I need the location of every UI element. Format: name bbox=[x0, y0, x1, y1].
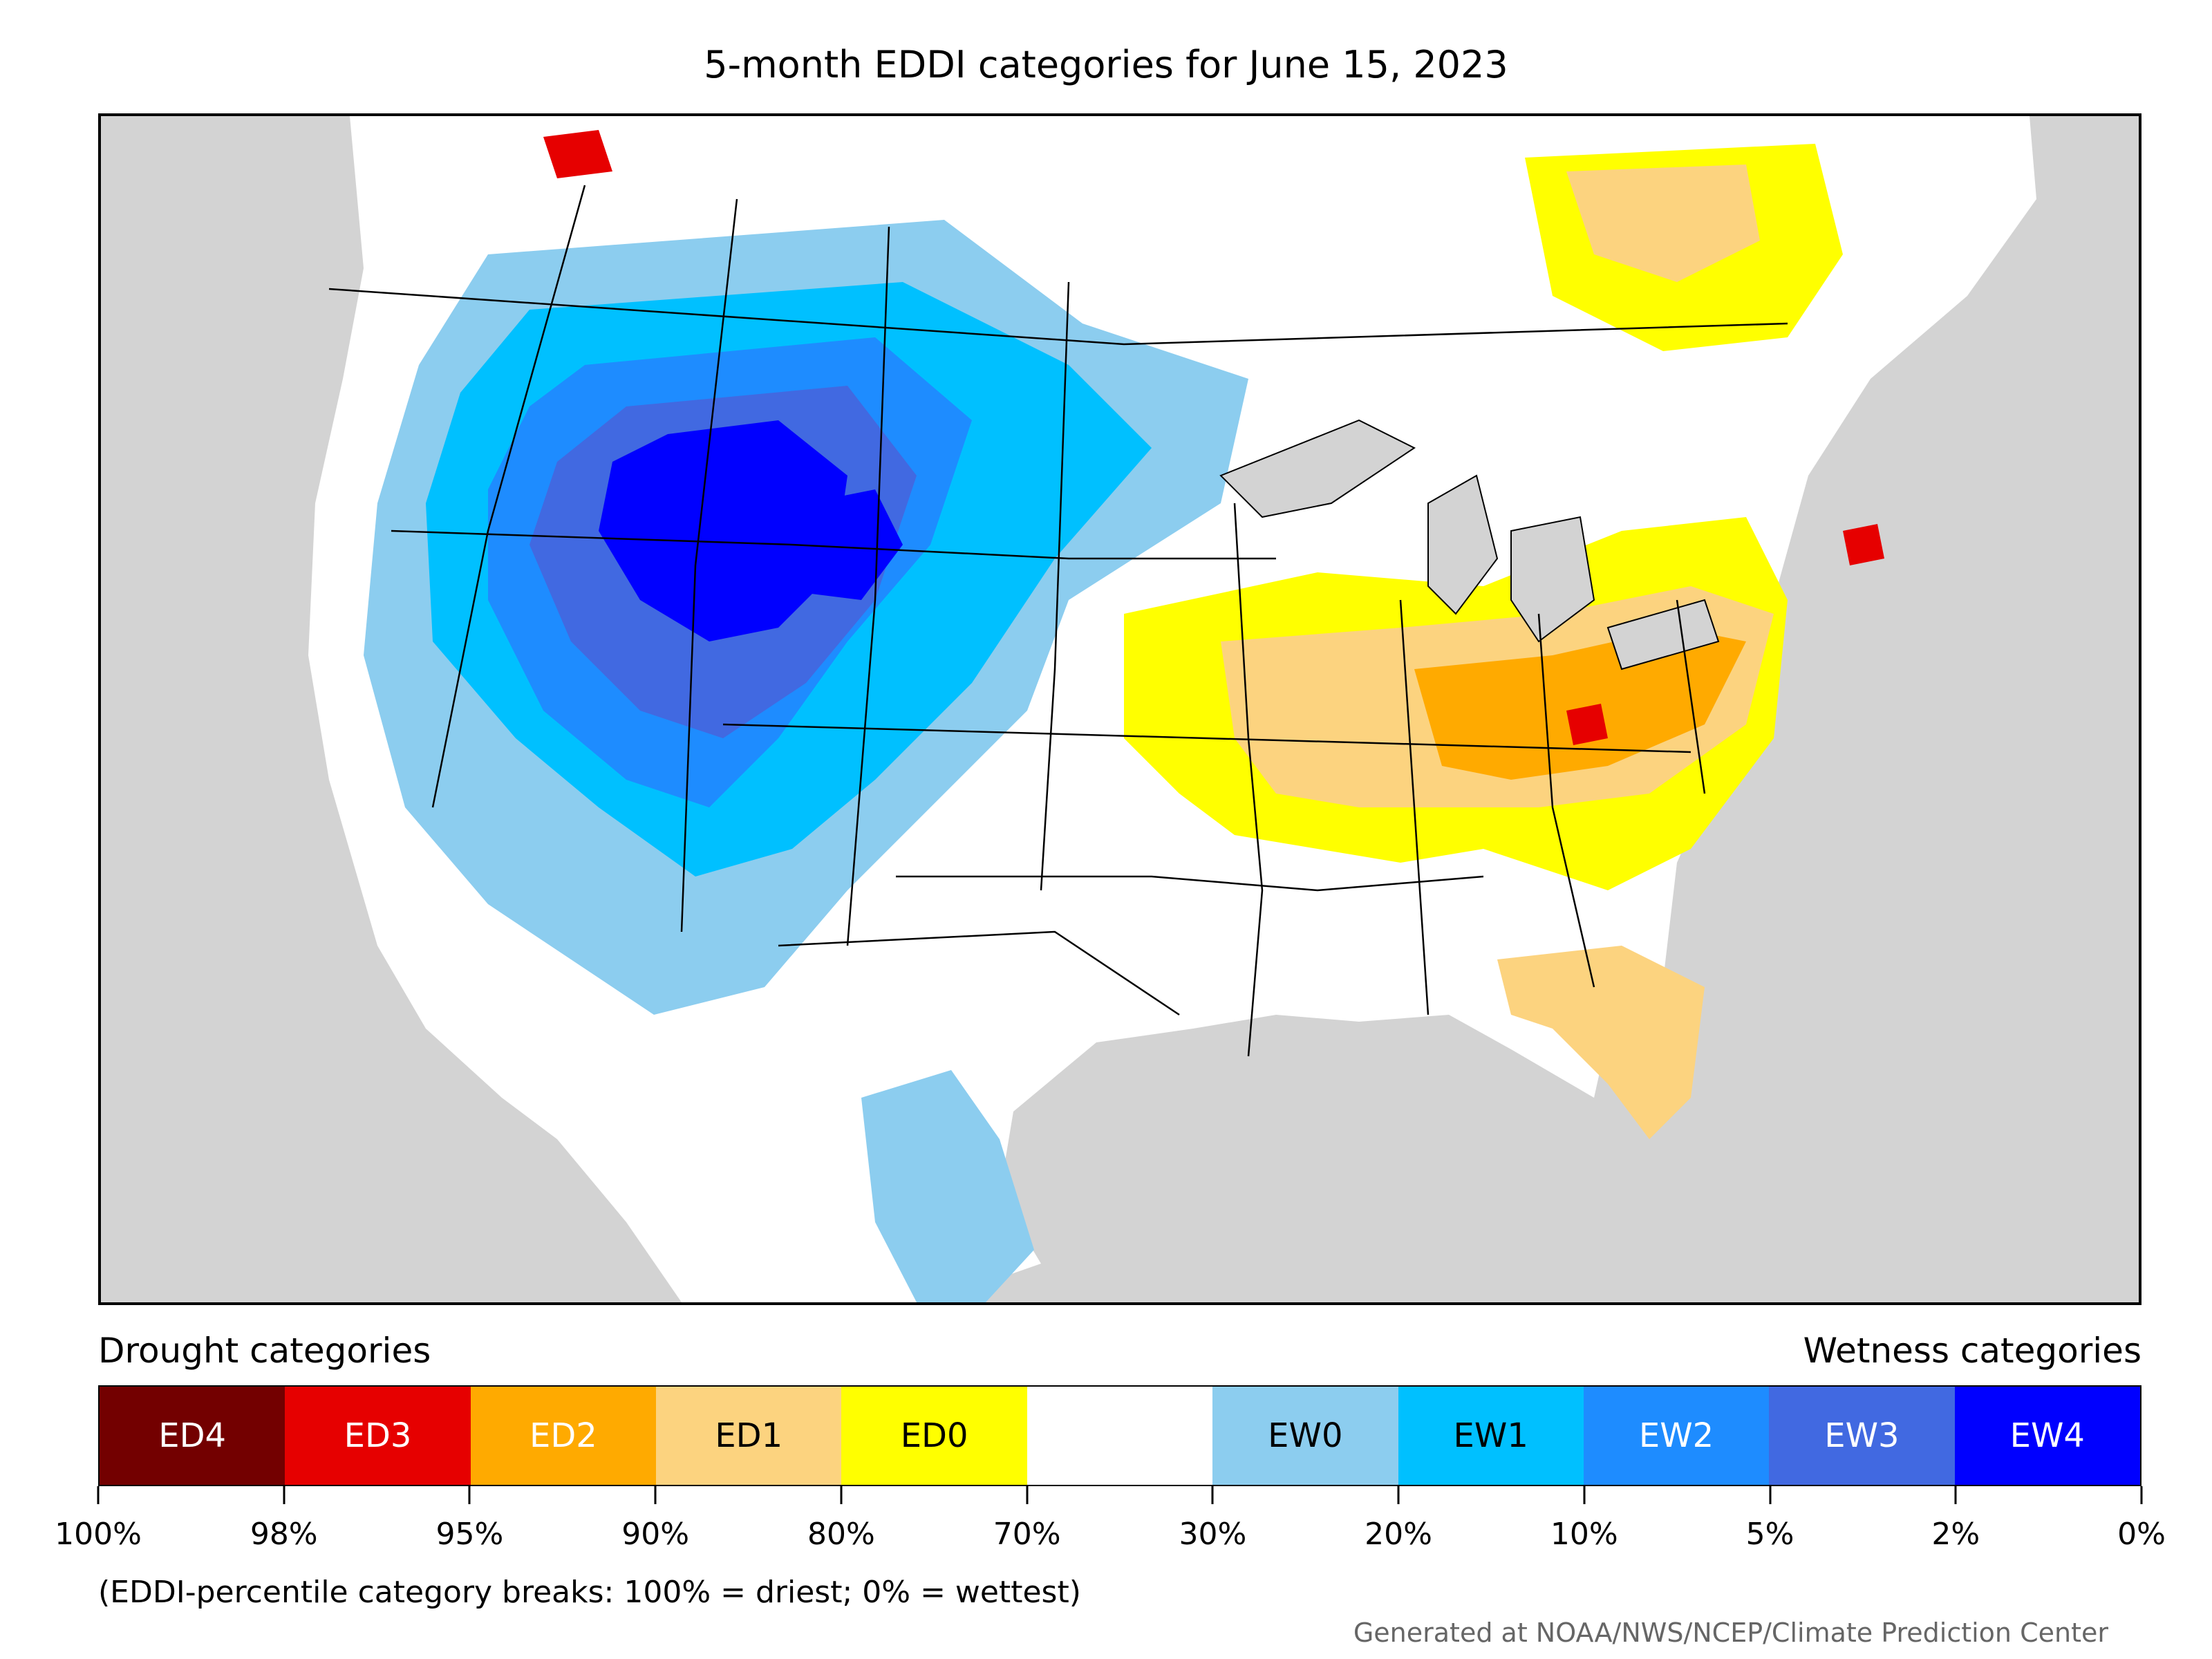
tick-mark bbox=[654, 1486, 657, 1504]
category-breaks-note: (EDDI-percentile category breaks: 100% =… bbox=[98, 1575, 1081, 1610]
swatch-ew2: EW2 bbox=[1583, 1387, 1770, 1485]
great-lakes bbox=[1219, 419, 1720, 671]
tick-label: 95% bbox=[435, 1517, 504, 1552]
swatch-ew3: EW3 bbox=[1769, 1387, 1955, 1485]
category-colorbar: ED4 ED3 ED2 ED1 ED0 EW0 EW1 EW2 EW3 EW4 bbox=[98, 1385, 2141, 1486]
tick-mark bbox=[1026, 1486, 1029, 1504]
tick-label: 100% bbox=[55, 1517, 142, 1552]
tick-label: 80% bbox=[807, 1517, 875, 1552]
state-borders bbox=[328, 185, 1788, 1057]
tick-label: 20% bbox=[1365, 1517, 1432, 1552]
tick-mark bbox=[840, 1486, 843, 1504]
swatch-ed1: ED1 bbox=[656, 1387, 842, 1485]
tick-mark bbox=[1211, 1486, 1214, 1504]
colorbar-ticks: 100% 98% 95% 90% 80% 70% 30% 20% 10% 5% 2% 0% bbox=[55, 1486, 2166, 1583]
region-ed1-florida bbox=[1497, 946, 1705, 1139]
swatch-ew1: EW1 bbox=[1398, 1387, 1584, 1485]
swatch-ed4: ED4 bbox=[100, 1387, 285, 1485]
tick-label: 98% bbox=[250, 1517, 318, 1552]
tick-mark bbox=[283, 1486, 285, 1504]
swatch-ew0: EW0 bbox=[1212, 1387, 1398, 1485]
tick-label: 70% bbox=[993, 1517, 1061, 1552]
tick-label: 90% bbox=[621, 1517, 690, 1552]
swatch-ed0: ED0 bbox=[841, 1387, 1027, 1485]
tick-mark bbox=[97, 1486, 100, 1504]
tick-mark bbox=[1583, 1486, 1586, 1504]
region-ew4-west bbox=[599, 420, 903, 641]
tick-label: 0% bbox=[2117, 1517, 2166, 1552]
drought-categories-heading: Drought categories bbox=[98, 1331, 431, 1371]
tick-label: 10% bbox=[1550, 1517, 1618, 1552]
swatch-ed2: ED2 bbox=[470, 1387, 657, 1485]
tick-label: 5% bbox=[1745, 1517, 1794, 1552]
region-ed1-canada bbox=[1566, 165, 1760, 282]
region-ew0-texas bbox=[861, 1070, 1034, 1302]
swatch-ed3: ED3 bbox=[285, 1387, 471, 1485]
tick-mark bbox=[468, 1486, 471, 1504]
map-title: 5-month EDDI categories for June 15, 202… bbox=[704, 43, 1508, 86]
tick-mark bbox=[1769, 1486, 1772, 1504]
tick-mark bbox=[2140, 1486, 2143, 1504]
tick-label: 30% bbox=[1179, 1517, 1247, 1552]
eddi-map bbox=[98, 113, 2141, 1305]
swatch-ew4: EW4 bbox=[1954, 1387, 2140, 1485]
tick-label: 2% bbox=[1931, 1517, 1980, 1552]
credit-line: Generated at NOAA/NWS/NCEP/Climate Predi… bbox=[1353, 1618, 2108, 1648]
map-canvas bbox=[308, 116, 2036, 1302]
swatch-normal bbox=[1027, 1387, 1213, 1485]
tick-mark bbox=[1397, 1486, 1400, 1504]
region-ed2-east bbox=[1414, 628, 1746, 780]
wetness-categories-heading: Wetness categories bbox=[1803, 1331, 2141, 1371]
tick-mark bbox=[1954, 1486, 1957, 1504]
